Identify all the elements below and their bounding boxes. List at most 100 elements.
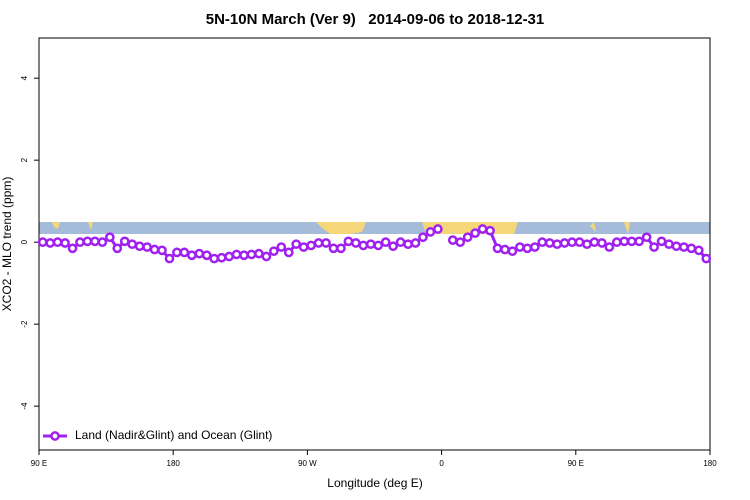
- data-point: [343, 236, 354, 247]
- data-point: [216, 252, 227, 263]
- data-point: [142, 242, 152, 252]
- data-point: [589, 237, 600, 248]
- data-point: [477, 224, 488, 234]
- data-point: [619, 236, 630, 247]
- data-point: [75, 237, 85, 248]
- data-point: [149, 244, 160, 255]
- data-point: [321, 238, 331, 248]
- y-tick-label: -4: [20, 402, 29, 410]
- data-point: [224, 251, 234, 262]
- y-axis-label: XCO2 - MLO trend (ppm): [0, 177, 14, 312]
- data-point: [37, 237, 48, 248]
- data-point: [552, 239, 563, 250]
- data-point: [507, 246, 518, 257]
- y-tick-label: 2: [20, 157, 29, 162]
- data-point: [179, 247, 190, 258]
- data-point: [186, 250, 197, 261]
- data-point: [291, 239, 302, 250]
- data-point: [336, 243, 346, 254]
- data-point: [701, 253, 712, 264]
- data-point: [649, 242, 659, 252]
- data-point: [537, 237, 548, 248]
- data-point: [641, 232, 652, 243]
- data-point: [351, 238, 361, 248]
- data-point: [261, 251, 272, 262]
- data-point: [313, 238, 324, 248]
- data-point: [328, 243, 339, 254]
- data-point: [60, 238, 70, 248]
- x-tick-label: 0: [439, 459, 444, 468]
- data-point: [246, 249, 257, 260]
- x-tick-label: 90 W: [298, 459, 317, 468]
- data-point: [515, 242, 525, 252]
- data-point: [559, 238, 570, 248]
- data-point: [254, 248, 264, 259]
- data-point: [455, 237, 466, 248]
- data-point: [97, 237, 108, 248]
- y-tick-label: 4: [20, 75, 29, 80]
- data-point: [283, 247, 294, 258]
- data-point: [90, 236, 100, 247]
- data-point: [373, 240, 384, 251]
- data-point: [522, 243, 533, 254]
- ocean-band: [39, 222, 710, 234]
- data-point: [269, 246, 279, 257]
- data-point: [157, 245, 167, 256]
- data-point: [634, 236, 645, 247]
- data-point: [544, 238, 555, 248]
- data-point: [418, 232, 428, 243]
- y-tick-label: 0: [20, 239, 29, 244]
- x-tick-label: 180: [703, 459, 717, 468]
- data-point: [679, 242, 689, 252]
- data-point: [671, 241, 682, 252]
- land-ocean-strip: [39, 222, 710, 234]
- data-point: [529, 242, 540, 252]
- data-point: [597, 238, 607, 248]
- data-point: [112, 243, 123, 254]
- data-point: [194, 248, 205, 259]
- data-point: [395, 237, 406, 248]
- x-tick-label: 180: [167, 459, 181, 468]
- data-point: [365, 239, 376, 250]
- chart-title: 5N-10N March (Ver 9) 2014-09-06 to 2018-…: [206, 11, 545, 28]
- data-point: [656, 236, 667, 247]
- data-point: [433, 224, 443, 234]
- data-point: [67, 243, 78, 254]
- data-point: [239, 250, 249, 261]
- data-point: [582, 239, 592, 250]
- x-tick-label: 90 E: [31, 459, 47, 468]
- data-point: [231, 249, 242, 260]
- data-point: [388, 241, 398, 252]
- data-point: [172, 247, 182, 258]
- data-point: [104, 232, 115, 243]
- data-point: [425, 227, 436, 237]
- data-point: [119, 236, 130, 247]
- data-point: [693, 245, 704, 256]
- legend-label: Land (Nadir&Glint) and Ocean (Glint): [75, 428, 272, 442]
- data-point: [403, 239, 413, 250]
- data-point: [201, 250, 212, 261]
- data-point: [567, 237, 577, 248]
- data-point: [470, 228, 480, 238]
- x-axis-label: Longitude (deg E): [327, 476, 422, 490]
- data-point: [626, 236, 637, 247]
- data-point: [604, 242, 615, 252]
- data-point: [500, 244, 510, 255]
- data-point: [686, 243, 697, 254]
- y-tick-label: -2: [20, 320, 29, 328]
- legend-marker: [50, 431, 60, 441]
- data-point: [485, 225, 495, 236]
- data-point: [52, 237, 63, 248]
- data-point: [276, 242, 287, 252]
- data-point: [127, 239, 138, 250]
- data-point: [209, 253, 220, 264]
- data-point: [380, 237, 391, 248]
- data-point: [298, 242, 309, 252]
- data-point: [447, 235, 458, 245]
- data-point: [462, 232, 473, 243]
- data-point: [664, 239, 674, 250]
- data-point: [358, 240, 369, 251]
- data-point: [410, 238, 421, 248]
